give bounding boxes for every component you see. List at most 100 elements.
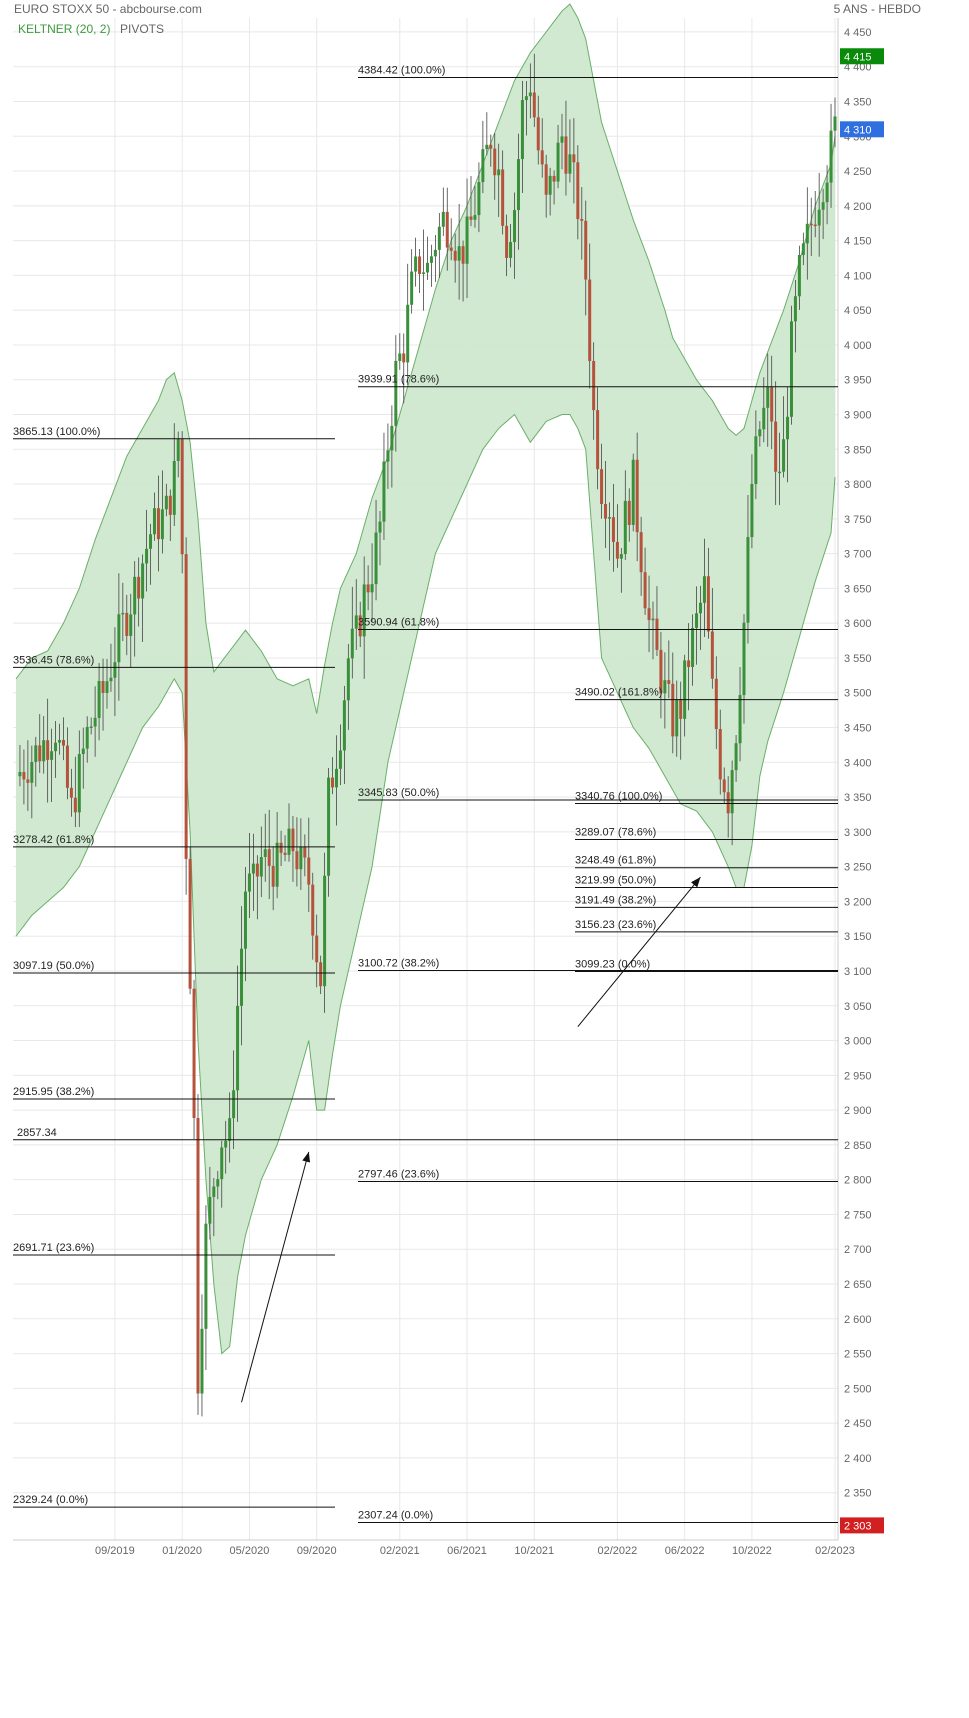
candle-body xyxy=(789,321,793,417)
candle-body xyxy=(414,256,418,272)
candle-body xyxy=(540,150,544,165)
y-tick-label: 2 900 xyxy=(844,1105,872,1117)
candle-body xyxy=(299,846,303,870)
candle-body xyxy=(639,532,643,573)
candle-body xyxy=(61,740,65,746)
candle-body xyxy=(770,386,774,422)
candle-body xyxy=(592,361,596,411)
candle-body xyxy=(422,272,426,274)
candle-body xyxy=(184,554,188,859)
candle-body xyxy=(331,777,335,788)
fib-label: 3099.23 (0.0%) xyxy=(575,959,650,971)
candle-body xyxy=(212,1186,216,1197)
candle-body xyxy=(73,797,77,813)
candle-body xyxy=(683,660,687,719)
price-badge xyxy=(840,1517,884,1534)
candle-body xyxy=(156,508,160,540)
candle-body xyxy=(485,144,489,150)
candle-body xyxy=(232,1090,236,1119)
y-tick-label: 3 600 xyxy=(844,618,872,630)
candle-body xyxy=(552,175,556,182)
candle-body xyxy=(216,1179,220,1187)
keltner-indicator-label[interactable]: KELTNER (20, 2) xyxy=(18,22,111,36)
candle-body xyxy=(295,851,299,870)
candle-body xyxy=(627,500,631,525)
candle-body xyxy=(623,500,627,555)
fib-label: 3289.07 (78.6%) xyxy=(575,826,656,838)
candle-body xyxy=(742,622,746,696)
candle-body xyxy=(596,410,600,470)
candle-body xyxy=(137,576,141,599)
candle-body xyxy=(655,618,659,650)
candle-body xyxy=(180,439,184,555)
keltner-band xyxy=(15,3,836,1355)
candle-body xyxy=(287,828,291,855)
candle-body xyxy=(497,169,501,176)
candle-body xyxy=(38,745,42,762)
candle-body xyxy=(149,534,153,549)
candle-body xyxy=(548,175,552,195)
y-tick-label: 4 200 xyxy=(844,201,872,213)
y-tick-label: 2 700 xyxy=(844,1244,872,1256)
candle-body xyxy=(319,962,323,987)
candle-body xyxy=(121,612,125,615)
candle-body xyxy=(801,243,805,255)
candle-body xyxy=(643,572,647,609)
y-tick-label: 3 200 xyxy=(844,896,872,908)
x-tick-label: 02/2022 xyxy=(598,1545,638,1557)
candle-body xyxy=(493,148,497,176)
candle-body xyxy=(671,683,675,737)
candle-body xyxy=(663,680,667,694)
y-tick-label: 3 900 xyxy=(844,409,872,421)
candle-body xyxy=(390,425,394,451)
candle-body xyxy=(520,100,524,160)
candle-body xyxy=(259,857,263,877)
y-tick-label: 3 100 xyxy=(844,966,872,978)
candle-body xyxy=(659,649,663,694)
candle-body xyxy=(813,224,817,227)
y-tick-label: 3 350 xyxy=(844,792,872,804)
y-tick-label: 4 350 xyxy=(844,96,872,108)
x-tick-label: 09/2019 xyxy=(95,1545,135,1557)
candle-body xyxy=(34,745,38,763)
y-tick-label: 2 500 xyxy=(844,1383,872,1395)
candle-body xyxy=(311,884,315,936)
candle-body xyxy=(445,211,449,248)
candle-body xyxy=(580,219,584,221)
candle-body xyxy=(647,608,651,621)
candle-body xyxy=(425,262,429,273)
candle-body xyxy=(572,154,576,163)
fib-label: 3248.49 (61.8%) xyxy=(575,855,656,867)
candle-body xyxy=(805,223,809,244)
y-tick-label: 2 450 xyxy=(844,1418,872,1430)
candle-body xyxy=(271,865,275,887)
candle-body xyxy=(334,768,338,788)
candle-body xyxy=(77,754,81,813)
x-tick-label: 06/2022 xyxy=(665,1545,705,1557)
candle-body xyxy=(584,220,588,280)
candle-body xyxy=(228,1118,232,1141)
candle-body xyxy=(560,136,564,143)
candle-body xyxy=(188,858,192,989)
trend-arrows xyxy=(241,876,701,1403)
candle-body xyxy=(829,130,833,183)
price-badge xyxy=(840,48,884,65)
candle-body xyxy=(793,296,797,322)
fib-label: 2329.24 (0.0%) xyxy=(13,1494,88,1506)
candle-body xyxy=(346,658,350,701)
candle-body xyxy=(710,631,714,679)
candle-body xyxy=(607,517,611,519)
candle-body xyxy=(307,857,311,885)
y-tick-label: 3 800 xyxy=(844,479,872,491)
x-tick-label: 10/2022 xyxy=(732,1545,772,1557)
candle-body xyxy=(291,828,295,852)
candle-body xyxy=(453,250,457,261)
candle-body xyxy=(145,548,149,564)
candle-body xyxy=(117,614,121,663)
pivots-indicator-label[interactable]: PIVOTS xyxy=(120,22,165,36)
price-badge-label: 4 415 xyxy=(844,51,872,63)
candle-body xyxy=(564,136,568,174)
candle-body xyxy=(782,439,786,472)
y-axis: 2 350 2 400 2 450 2 500 2 550 2 600 2 650 2 700… xyxy=(844,27,872,1500)
keltner-band-area xyxy=(16,4,835,1354)
